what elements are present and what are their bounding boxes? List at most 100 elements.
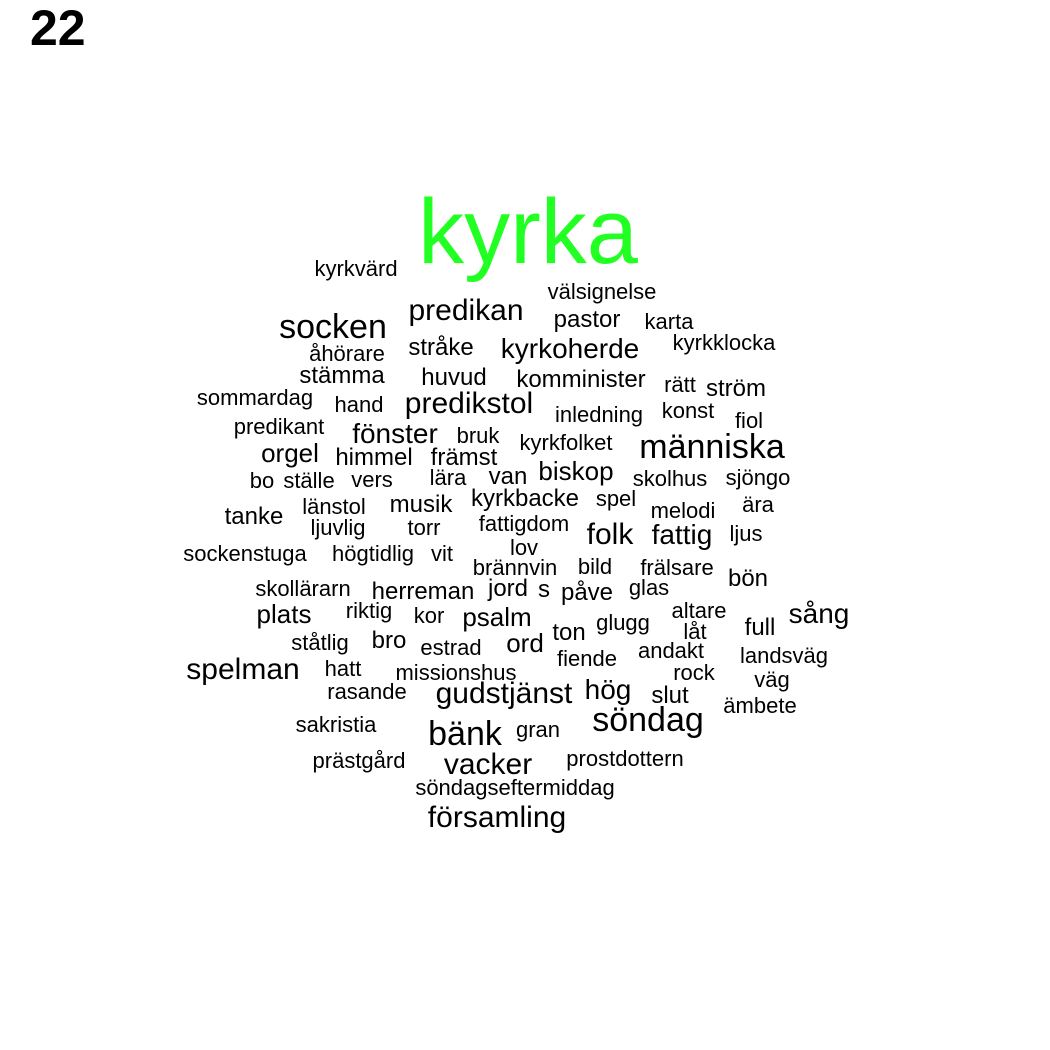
cloud-word-73: full: [744, 614, 776, 641]
cloud-word-94: bänk: [428, 715, 502, 753]
cloud-word-100: församling: [427, 801, 567, 834]
cloud-word-21: fiol: [734, 408, 764, 433]
cloud-word-78: ton: [552, 619, 586, 646]
cloud-word-53: vit: [431, 541, 453, 566]
cloud-word-35: biskop: [538, 456, 614, 486]
cloud-word-7: kyrkklocka: [672, 330, 776, 355]
cloud-word-67: kor: [413, 603, 445, 628]
cloud-word-40: kyrkbacke: [470, 485, 580, 512]
cloud-word-60: herreman: [371, 578, 475, 605]
cloud-word-45: ljuvlig: [310, 515, 366, 540]
cloud-word-55: brännvin: [472, 555, 558, 580]
cloud-word-39: musik: [389, 491, 453, 518]
cloud-word-75: bro: [371, 627, 407, 654]
cloud-word-80: landsväg: [739, 643, 829, 668]
cloud-word-1: kyrkvärd: [314, 256, 398, 281]
cloud-word-66: riktig: [345, 598, 393, 623]
cloud-word-81: spelman: [186, 653, 300, 686]
cloud-word-14: rätt: [664, 372, 696, 397]
cloud-word-37: sjöngo: [725, 465, 791, 490]
cloud-word-63: påve: [560, 579, 614, 606]
cloud-word-96: prästgård: [312, 748, 406, 773]
cloud-word-46: torr: [407, 515, 441, 540]
cloud-word-64: glas: [628, 575, 670, 600]
cloud-word-62: s: [538, 576, 550, 603]
cloud-word-42: melodi: [650, 498, 716, 523]
cloud-word-27: orgel: [261, 438, 319, 468]
cloud-word-23: fönster: [352, 418, 438, 449]
cloud-word-54: lov: [509, 535, 539, 560]
cloud-word-41: spel: [595, 486, 637, 511]
cloud-word-84: fiende: [557, 646, 617, 671]
cloud-word-95: gran: [515, 717, 561, 742]
cloud-word-68: psalm: [462, 602, 532, 632]
cloud-word-76: estrad: [420, 635, 482, 660]
cloud-word-4: socken: [279, 308, 387, 346]
cloud-word-58: bön: [727, 565, 769, 592]
cloud-word-82: hatt: [324, 656, 362, 681]
cloud-word-59: skollärarn: [255, 576, 351, 601]
cloud-word-2: välsignelse: [547, 279, 657, 304]
cloud-word-88: gudstjänst: [435, 677, 573, 710]
cloud-word-50: ljus: [729, 521, 763, 546]
cloud-word-24: bruk: [456, 423, 500, 448]
cloud-word-28: himmel: [335, 444, 413, 471]
cloud-word-89: hög: [584, 674, 632, 705]
cloud-word-90: slut: [651, 682, 689, 709]
cloud-word-47: fattigdom: [478, 511, 570, 536]
cloud-word-22: predikant: [233, 414, 325, 439]
cloud-word-72: låt: [683, 619, 707, 644]
cloud-word-25: kyrkfolket: [519, 430, 613, 455]
cloud-word-11: stämma: [299, 362, 385, 389]
cloud-word-49: fattig: [651, 519, 713, 550]
cloud-word-92: sakristia: [295, 712, 377, 737]
cloud-word-83: missionshus: [395, 660, 517, 685]
cloud-word-51: sockenstuga: [183, 541, 307, 566]
cloud-word-57: frälsare: [640, 555, 714, 580]
cloud-word-12: huvud: [421, 364, 487, 391]
cloud-word-33: lära: [429, 465, 467, 490]
cloud-word-65: plats: [256, 599, 312, 629]
cloud-word-10: kyrkoherde: [500, 333, 640, 364]
cloud-word-93: söndag: [592, 701, 704, 739]
cloud-word-74: ståtlig: [291, 630, 349, 655]
cloud-word-17: hand: [334, 392, 384, 417]
cloud-word-98: prostdottern: [566, 746, 684, 771]
cloud-word-79: andakt: [637, 638, 705, 663]
cloud-word-85: rock: [673, 660, 715, 685]
cloud-word-52: högtidlig: [332, 541, 414, 566]
cloud-word-99: söndagseftermiddag: [415, 775, 615, 800]
cloud-word-18: predikstol: [404, 387, 534, 420]
cloud-word-34: van: [488, 463, 528, 490]
cloud-word-9: stråke: [408, 334, 474, 361]
cloud-word-44: tanke: [224, 503, 284, 530]
cloud-word-31: vers: [351, 467, 393, 492]
cloud-word-56: bild: [577, 554, 613, 579]
cloud-word-86: väg: [754, 667, 790, 692]
cloud-word-43: ära: [742, 492, 774, 517]
cloud-word-36: skolhus: [632, 466, 708, 491]
cloud-word-26: människa: [639, 428, 785, 466]
cloud-word-69: altare: [671, 598, 727, 623]
cloud-word-16: sommardag: [196, 385, 314, 410]
cloud-word-6: karta: [644, 309, 694, 334]
cloud-word-77: ord: [506, 628, 544, 658]
cloud-word-71: glugg: [596, 610, 650, 635]
cloud-word-97: vacker: [443, 748, 533, 781]
cloud-word-61: jord: [487, 575, 529, 602]
cloud-word-0: kyrka: [418, 181, 638, 283]
cloud-word-13: komminister: [516, 366, 646, 393]
cloud-word-30: ställe: [283, 468, 335, 493]
cloud-word-15: ström: [706, 375, 766, 402]
cloud-word-20: konst: [661, 398, 715, 423]
cloud-word-3: predikan: [408, 294, 524, 327]
cloud-word-32: bo: [249, 468, 275, 493]
cloud-word-8: åhörare: [309, 341, 385, 366]
cloud-word-5: pastor: [553, 306, 621, 333]
cloud-word-19: inledning: [554, 402, 644, 427]
cloud-word-70: sång: [788, 598, 850, 629]
cloud-word-29: främst: [430, 444, 498, 471]
cloud-word-87: rasande: [327, 679, 407, 704]
panel-number: 22: [30, 0, 86, 56]
